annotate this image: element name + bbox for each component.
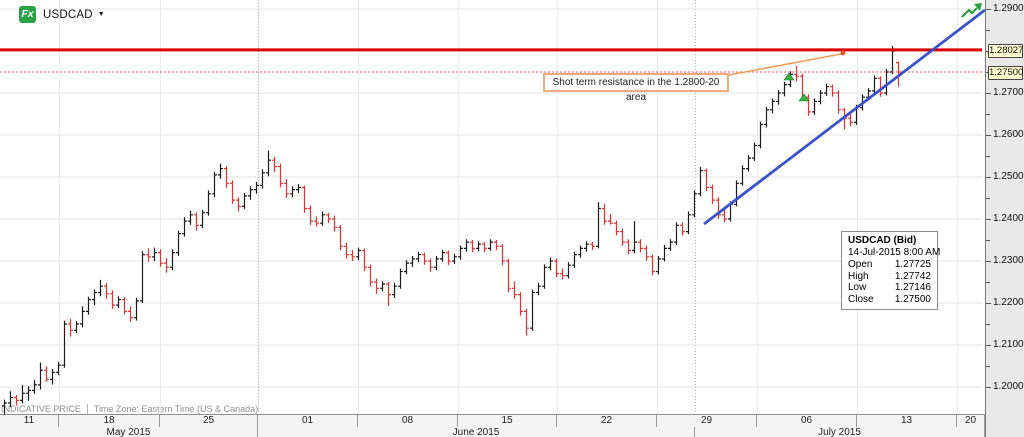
axis-tick (986, 219, 991, 220)
axis-tick (986, 177, 991, 178)
axis-tick (986, 345, 991, 346)
month-label: July 2015 (695, 427, 985, 437)
axis-price-label: 1.29000 (993, 3, 1024, 14)
axis-minor-tick (986, 324, 990, 325)
status-separator (86, 403, 88, 414)
tooltip-low-row: Low 1.27146 (848, 282, 931, 293)
tooltip-open-row: Open 1.27725 (848, 259, 931, 270)
timezone-label: Time Zone: Eastern Time (US & Canada) (93, 403, 259, 414)
status-bar: INDICATIVE PRICE Time Zone: Eastern Time… (1, 403, 258, 414)
axis-price-label: 1.24000 (993, 213, 1024, 224)
day-tick-label: 25 (160, 415, 258, 427)
axis-minor-tick (986, 366, 990, 367)
tooltip-title: USDCAD (Bid) (848, 235, 917, 246)
day-tick-label: 29 (657, 415, 757, 427)
axis-minor-tick (986, 240, 990, 241)
month-label: May 2015 (0, 427, 258, 437)
axis-price-label: 1.26000 (993, 129, 1024, 140)
day-tick-label: 15 (458, 415, 557, 427)
day-tick-label: 11 (0, 415, 59, 427)
axis-price-label: 1.21000 (993, 339, 1024, 350)
tooltip-datetime: 14-Jul-2015 8:00 AM (848, 247, 941, 258)
chevron-down-icon[interactable]: ▼ (97, 11, 105, 18)
price-tag-last-price: 1.27500 (988, 66, 1024, 80)
axis-minor-tick (986, 114, 990, 115)
axis-minor-tick (986, 282, 990, 283)
resistance-annotation[interactable]: Shot term resistance in the 1.2800-20 ar… (543, 73, 729, 103)
tooltip-close-row: Close 1.27500 (848, 293, 931, 305)
axis-tick (986, 9, 991, 10)
axis-price-label: 1.25000 (993, 171, 1024, 182)
axis-tick (986, 135, 991, 136)
indicative-price-label: INDICATIVE PRICE (1, 403, 81, 414)
time-axis-months: May 2015 June 2015 July 2015 (0, 427, 985, 437)
axis-minor-tick (986, 198, 990, 199)
axis-tick (986, 93, 991, 94)
month-label: June 2015 (258, 427, 695, 437)
axis-minor-tick (986, 156, 990, 157)
day-tick-label: 13 (857, 415, 957, 427)
axis-tick (986, 387, 991, 388)
day-tick-label: 18 (59, 415, 160, 427)
price-tag-resistance-level: 1.28027 (988, 43, 1024, 58)
axis-price-label: 1.20000 (993, 381, 1024, 392)
tooltip-high-row: High 1.27742 (848, 270, 931, 282)
price-chart[interactable] (0, 0, 985, 424)
price-axis[interactable]: 1.29000 1.27000 1.26000 1.25000 1.24000 1.230… (985, 0, 1024, 437)
axis-minor-tick (986, 30, 990, 31)
day-tick-label: 20 (957, 415, 985, 427)
symbol-header: Fx USDCAD ▼ (19, 6, 105, 23)
axis-tick (986, 261, 991, 262)
axis-price-label: 1.22000 (993, 297, 1024, 308)
day-tick-label: 22 (557, 415, 657, 427)
symbol-label: USDCAD (43, 8, 93, 21)
axis-price-label: 1.27000 (993, 87, 1024, 98)
fx-logo-icon: Fx (19, 6, 36, 23)
axis-price-label: 1.23000 (993, 255, 1024, 266)
ohlc-tooltip: USDCAD (Bid) 14-Jul-2015 8:00 AM Open 1.2… (841, 231, 941, 310)
day-tick-label: 08 (358, 415, 458, 427)
day-tick-label: 06 (757, 415, 857, 427)
day-tick-label: 01 (258, 415, 358, 427)
trend-arrow-icon[interactable] (961, 3, 983, 21)
axis-tick (986, 303, 991, 304)
